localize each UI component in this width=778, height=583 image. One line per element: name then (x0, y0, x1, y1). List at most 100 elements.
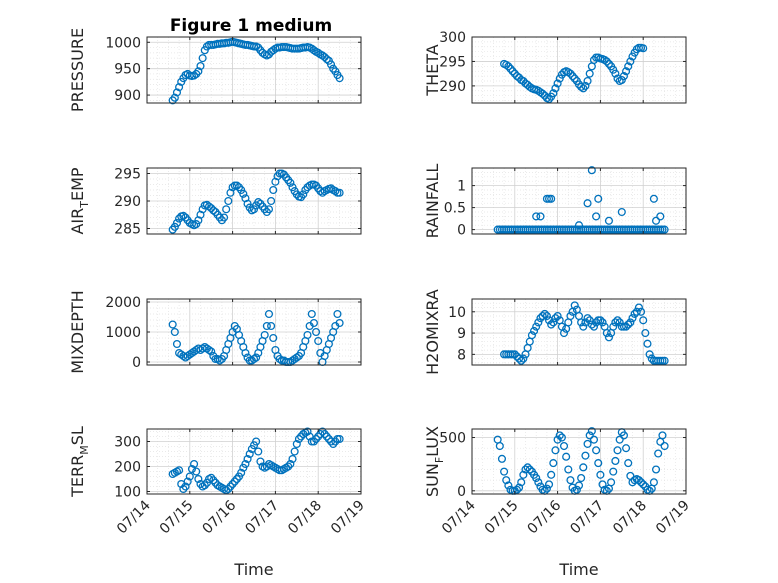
y-axis-label-tail: LUX (423, 426, 442, 457)
y-axis-label-subscript: T (78, 201, 91, 209)
y-axis-label-subscript: F (433, 457, 446, 463)
data-series (168, 169, 344, 234)
data-point (637, 307, 646, 316)
data-point (658, 431, 667, 440)
data-point (213, 354, 222, 364)
data-point (175, 83, 184, 92)
data-point (585, 69, 594, 78)
data-point (286, 178, 295, 187)
data-point (649, 194, 658, 203)
data-point (609, 467, 618, 476)
data-point (654, 449, 663, 458)
data-point (579, 84, 588, 93)
data-point (532, 212, 541, 221)
data-point (237, 185, 246, 195)
data-point (594, 194, 603, 203)
data-point (570, 301, 579, 310)
data-point (224, 484, 233, 494)
data-point (243, 199, 252, 208)
data-point (617, 75, 626, 85)
data-point (254, 447, 263, 456)
data-point (656, 212, 665, 221)
data-point (307, 309, 316, 319)
data-point (547, 470, 556, 479)
data-point (624, 320, 633, 329)
data-point (519, 470, 528, 479)
data-point (267, 321, 276, 331)
data-point (512, 485, 521, 494)
data-point (299, 190, 308, 199)
data-point (329, 439, 338, 449)
data-point (175, 466, 184, 475)
data-point (198, 205, 207, 214)
y-tick-label: 100 (114, 485, 141, 501)
data-point (170, 93, 179, 102)
data-point (555, 74, 564, 83)
data-point (577, 473, 586, 483)
data-point (542, 484, 551, 493)
data-point (581, 81, 590, 90)
data-point (639, 480, 648, 489)
data-series (168, 427, 344, 495)
data-point (288, 183, 297, 192)
data-point (632, 307, 641, 316)
x-axis-label: Time (233, 560, 273, 579)
x-tick-label: 07/17 (242, 498, 282, 538)
data-point (254, 198, 263, 207)
data-point (547, 194, 556, 203)
data-point (587, 320, 596, 329)
data-point (170, 327, 179, 337)
data-point (613, 446, 622, 455)
data-point (628, 52, 637, 61)
data-point (264, 205, 274, 214)
y-tick-label: 1000 (105, 325, 141, 341)
data-point (232, 181, 241, 190)
data-point (312, 434, 321, 444)
data-point (183, 477, 192, 486)
data-point (318, 427, 327, 436)
data-point (577, 82, 586, 91)
data-point (551, 446, 560, 455)
data-point (566, 311, 575, 321)
data-point (190, 71, 199, 80)
data-point (660, 441, 669, 451)
data-point (215, 356, 224, 365)
data-point (549, 459, 558, 468)
y-tick-label: 285 (114, 222, 141, 238)
data-point (504, 62, 513, 71)
data-point (634, 476, 643, 485)
data-point (622, 444, 631, 453)
x-axis-label: Time (558, 560, 598, 579)
data-point (639, 44, 648, 53)
data-point (239, 189, 248, 198)
data-point (594, 459, 603, 468)
y-tick-label: 900 (114, 88, 141, 104)
data-point (241, 348, 250, 358)
data-point (570, 74, 579, 83)
x-tick-label: 07/15 (157, 498, 197, 538)
axes-box (471, 36, 687, 104)
data-point (335, 74, 344, 83)
data-point (510, 350, 519, 359)
data-point (607, 478, 616, 487)
data-point (267, 196, 276, 206)
data-point (602, 329, 611, 338)
subplot-air-temp: 285 290 295 AIRTEMP (68, 167, 362, 238)
data-point (544, 480, 554, 489)
data-point (192, 467, 201, 476)
data-point (619, 431, 628, 440)
data-point (596, 316, 605, 325)
data-point (322, 432, 331, 441)
data-point (303, 330, 312, 340)
data-point (628, 314, 637, 323)
data-point (219, 213, 229, 222)
data-point (243, 454, 252, 464)
data-point (504, 481, 513, 490)
data-point (292, 439, 301, 449)
data-point (196, 61, 205, 71)
data-point (532, 473, 541, 483)
data-point (542, 311, 551, 321)
data-point (515, 354, 524, 363)
x-tick-label: 07/16 (200, 497, 240, 537)
